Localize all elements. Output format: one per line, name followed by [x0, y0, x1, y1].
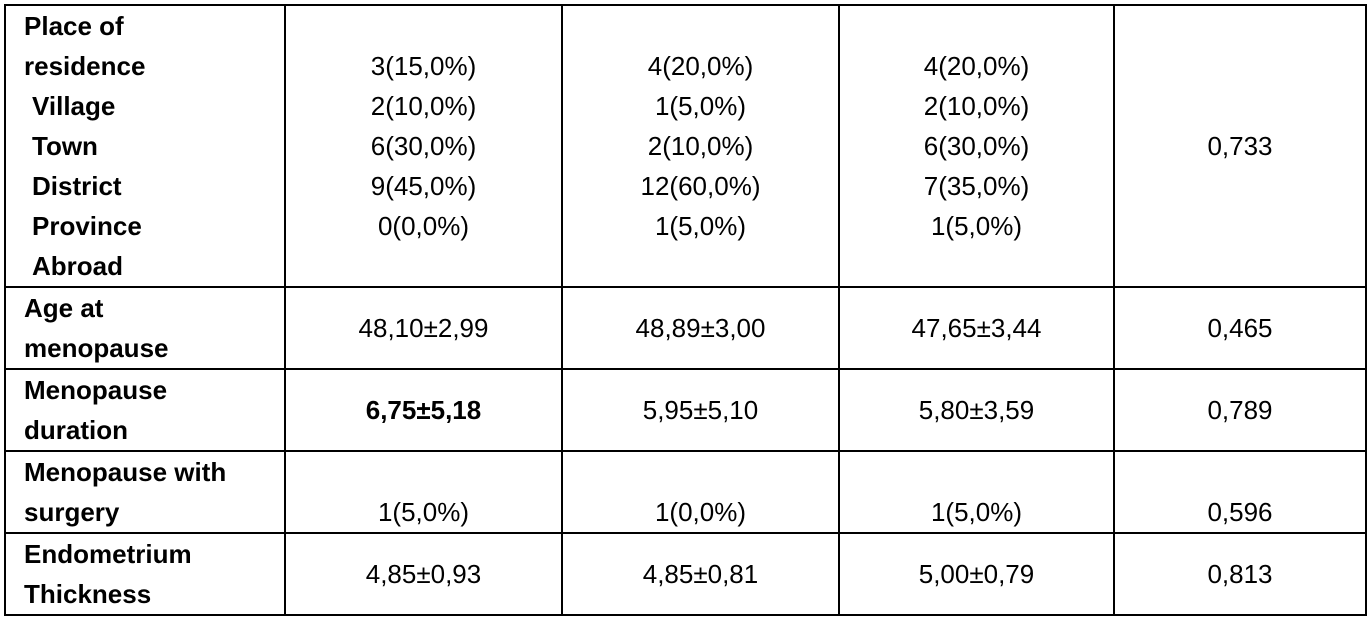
- cell-group3-value: 5,80±3,59: [838, 368, 1115, 452]
- label-line: Age at: [24, 293, 104, 323]
- cell-group3-value: 47,65±3,44: [838, 286, 1115, 370]
- cell-group1-value: 1(5,0%): [284, 450, 563, 534]
- table-row-endometrium-thickness: Endometrium Thickness 4,85±0,93 4,85±0,8…: [4, 532, 1367, 616]
- label-line: Endometrium: [24, 539, 192, 569]
- sub-label-province: Province: [32, 211, 142, 241]
- cell-value: 6(30,0%): [370, 131, 477, 161]
- sub-label-village: Village: [32, 91, 116, 121]
- row-label-menopause-with-surgery: Menopause with surgery: [4, 450, 286, 534]
- cell-value: 12(60,0%): [640, 171, 761, 201]
- cell-p-value: 0,813: [1113, 532, 1367, 616]
- table-row-age-at-menopause: Age at menopause 48,10±2,99 48,89±3,00 4…: [4, 286, 1367, 370]
- cell-p-value: 0,789: [1113, 368, 1367, 452]
- data-table: Place of residence Village Town District…: [4, 4, 1367, 616]
- cell-p-value: 0,465: [1113, 286, 1367, 370]
- cell-value: 9(45,0%): [370, 171, 477, 201]
- cell-group3-value: 5,00±0,79: [838, 532, 1115, 616]
- cell-group2-value: 1(0,0%): [561, 450, 840, 534]
- cell-group2-residence: 4(20,0%) 1(5,0%) 2(10,0%) 12(60,0%) 1(5,…: [561, 4, 840, 288]
- sub-label-town: Town: [32, 131, 98, 161]
- label-line: Thickness: [24, 579, 152, 609]
- cell-group1-residence: 3(15,0%) 2(10,0%) 6(30,0%) 9(45,0%) 0(0,…: [284, 4, 563, 288]
- cell-group1-value: 48,10±2,99: [284, 286, 563, 370]
- cell-group3-residence: 4(20,0%) 2(10,0%) 6(30,0%) 7(35,0%) 1(5,…: [838, 4, 1115, 288]
- cell-value: 3(15,0%): [370, 51, 477, 81]
- row-label-age-at-menopause: Age at menopause: [4, 286, 286, 370]
- table-row-menopause-duration: Menopause duration 6,75±5,18 5,95±5,10 5…: [4, 368, 1367, 452]
- cell-group2-value: 48,89±3,00: [561, 286, 840, 370]
- label-line: Menopause with: [24, 457, 227, 487]
- label-line: residence: [24, 51, 146, 81]
- cell-value: 1(5,0%): [654, 211, 747, 241]
- cell-value: 0(0,0%): [377, 211, 470, 241]
- label-line: duration: [24, 415, 128, 445]
- cell-value: 6(30,0%): [923, 131, 1030, 161]
- row-label-menopause-duration: Menopause duration: [4, 368, 286, 452]
- cell-group2-value: 4,85±0,81: [561, 532, 840, 616]
- row-label-endometrium-thickness: Endometrium Thickness: [4, 532, 286, 616]
- table-row-menopause-with-surgery: Menopause with surgery 1(5,0%) 1(0,0%) 1…: [4, 450, 1367, 534]
- label-line: Menopause: [24, 375, 168, 405]
- cell-value: 2(10,0%): [923, 91, 1030, 121]
- cell-value: 7(35,0%): [923, 171, 1030, 201]
- cell-value: 4(20,0%): [647, 51, 754, 81]
- label-line: menopause: [24, 333, 169, 363]
- sub-label-district: District: [32, 171, 122, 201]
- table-row-place-of-residence: Place of residence Village Town District…: [4, 4, 1367, 288]
- label-line: surgery: [24, 497, 120, 527]
- cell-p-value: 0,596: [1113, 450, 1367, 534]
- cell-value: 2(10,0%): [370, 91, 477, 121]
- cell-group2-value: 5,95±5,10: [561, 368, 840, 452]
- row-label-place-of-residence: Place of residence Village Town District…: [4, 4, 286, 288]
- cell-p-value: 0,733: [1113, 4, 1367, 288]
- sub-label-abroad: Abroad: [32, 251, 123, 281]
- cell-value: 4(20,0%): [923, 51, 1030, 81]
- cell-value: 2(10,0%): [647, 131, 754, 161]
- cell-value: 1(5,0%): [654, 91, 747, 121]
- label-line: Place of: [24, 11, 124, 41]
- cell-group1-value: 4,85±0,93: [284, 532, 563, 616]
- cell-group3-value: 1(5,0%): [838, 450, 1115, 534]
- cell-value: 1(5,0%): [930, 211, 1023, 241]
- cell-group1-value: 6,75±5,18: [284, 368, 563, 452]
